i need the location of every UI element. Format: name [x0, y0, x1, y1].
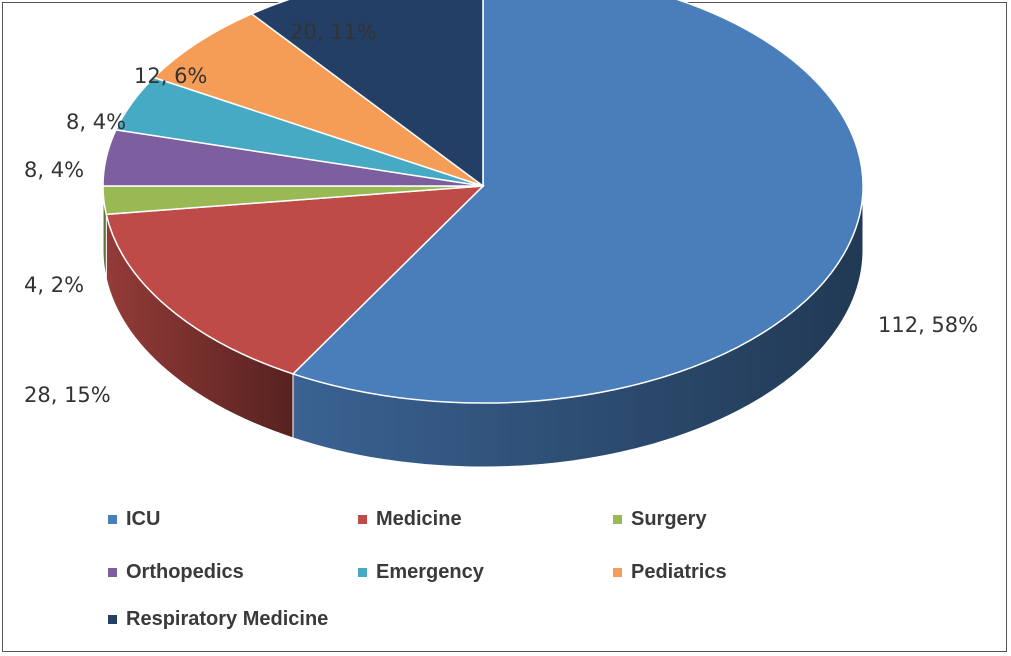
data-label-respiratory-medicine: 20, 11%	[290, 20, 377, 44]
legend-item-icu: ICU	[108, 508, 160, 531]
legend-swatch	[108, 615, 117, 624]
data-label-surgery: 4, 2%	[24, 273, 85, 297]
legend-item-orthopedics: Orthopedics	[108, 561, 244, 584]
legend-item-medicine: Medicine	[358, 508, 462, 531]
data-label-orthopedics: 8, 4%	[24, 158, 85, 182]
data-label-icu: 112, 58%	[878, 313, 979, 337]
legend-swatch	[358, 515, 367, 524]
legend-swatch	[613, 515, 622, 524]
legend-label: Orthopedics	[126, 561, 244, 583]
legend-label: Emergency	[376, 561, 484, 583]
legend-item-surgery: Surgery	[613, 508, 707, 531]
legend-label: Respiratory Medicine	[126, 608, 329, 630]
slice-respiratory-medicine	[250, 0, 484, 188]
legend-label: Pediatrics	[631, 561, 727, 583]
legend-swatch	[108, 515, 117, 524]
legend-item-respiratory-medicine: Respiratory Medicine	[108, 608, 328, 631]
legend-swatch	[613, 568, 622, 577]
legend-swatch	[358, 568, 367, 577]
data-label-pediatrics: 12, 6%	[134, 64, 208, 88]
slice-icu	[291, 0, 864, 404]
legend-item-emergency: Emergency	[358, 561, 484, 584]
data-label-medicine: 28, 15%	[24, 383, 111, 407]
slice-pediatrics	[152, 12, 484, 187]
legend-label: ICU	[126, 508, 161, 530]
slice-medicine	[105, 185, 485, 375]
legend-swatch	[108, 568, 117, 577]
data-label-emergency: 8, 4%	[66, 110, 127, 134]
legend-label: Medicine	[376, 508, 462, 530]
legend-label: Surgery	[631, 508, 707, 530]
legend-item-pediatrics: Pediatrics	[613, 561, 727, 584]
